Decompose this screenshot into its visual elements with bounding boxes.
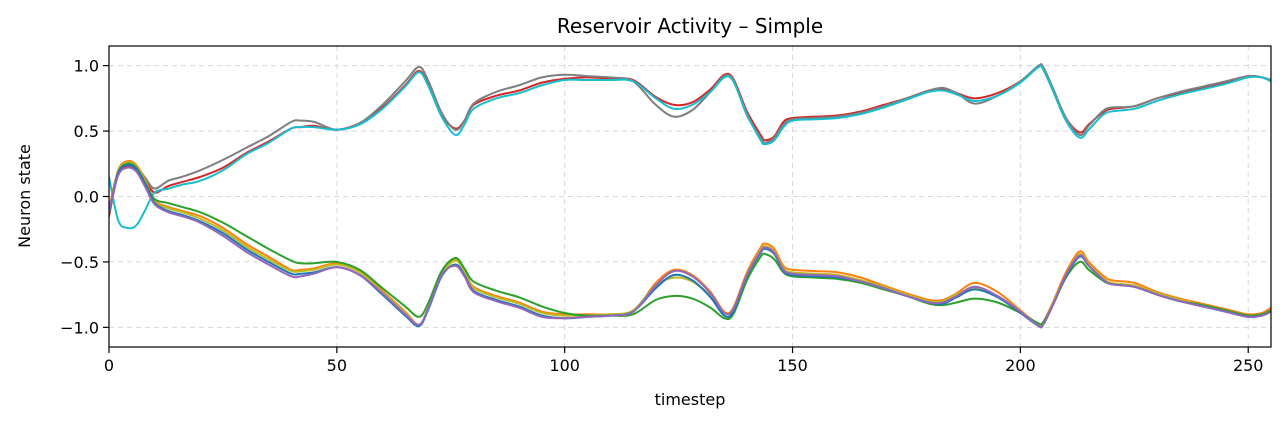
x-tick-label: 150 bbox=[777, 356, 808, 375]
y-tick-label: −0.5 bbox=[60, 253, 99, 272]
x-axis-label: timestep bbox=[655, 390, 726, 409]
chart-title: Reservoir Activity – Simple bbox=[557, 14, 823, 38]
x-axis: 0 50 100 150 200 250 bbox=[104, 347, 1264, 375]
x-tick-label: 50 bbox=[327, 356, 347, 375]
x-tick-label: 250 bbox=[1233, 356, 1264, 375]
y-axis: 1.0 0.5 0.0 −0.5 −1.0 bbox=[60, 57, 109, 337]
x-tick-label: 0 bbox=[104, 356, 114, 375]
y-axis-label: Neuron state bbox=[15, 144, 34, 248]
series-line-6 bbox=[109, 162, 1271, 326]
series-line-8 bbox=[109, 166, 1271, 329]
x-tick-label: 100 bbox=[549, 356, 580, 375]
y-tick-label: 0.5 bbox=[74, 122, 99, 141]
series-layer bbox=[109, 63, 1271, 329]
y-tick-label: 1.0 bbox=[74, 57, 99, 76]
y-tick-label: 0.0 bbox=[74, 188, 99, 207]
grid-lines bbox=[108, 46, 1271, 347]
y-tick-label: −1.0 bbox=[60, 318, 99, 337]
series-line-3 bbox=[109, 64, 1271, 230]
x-tick-label: 200 bbox=[1005, 356, 1036, 375]
